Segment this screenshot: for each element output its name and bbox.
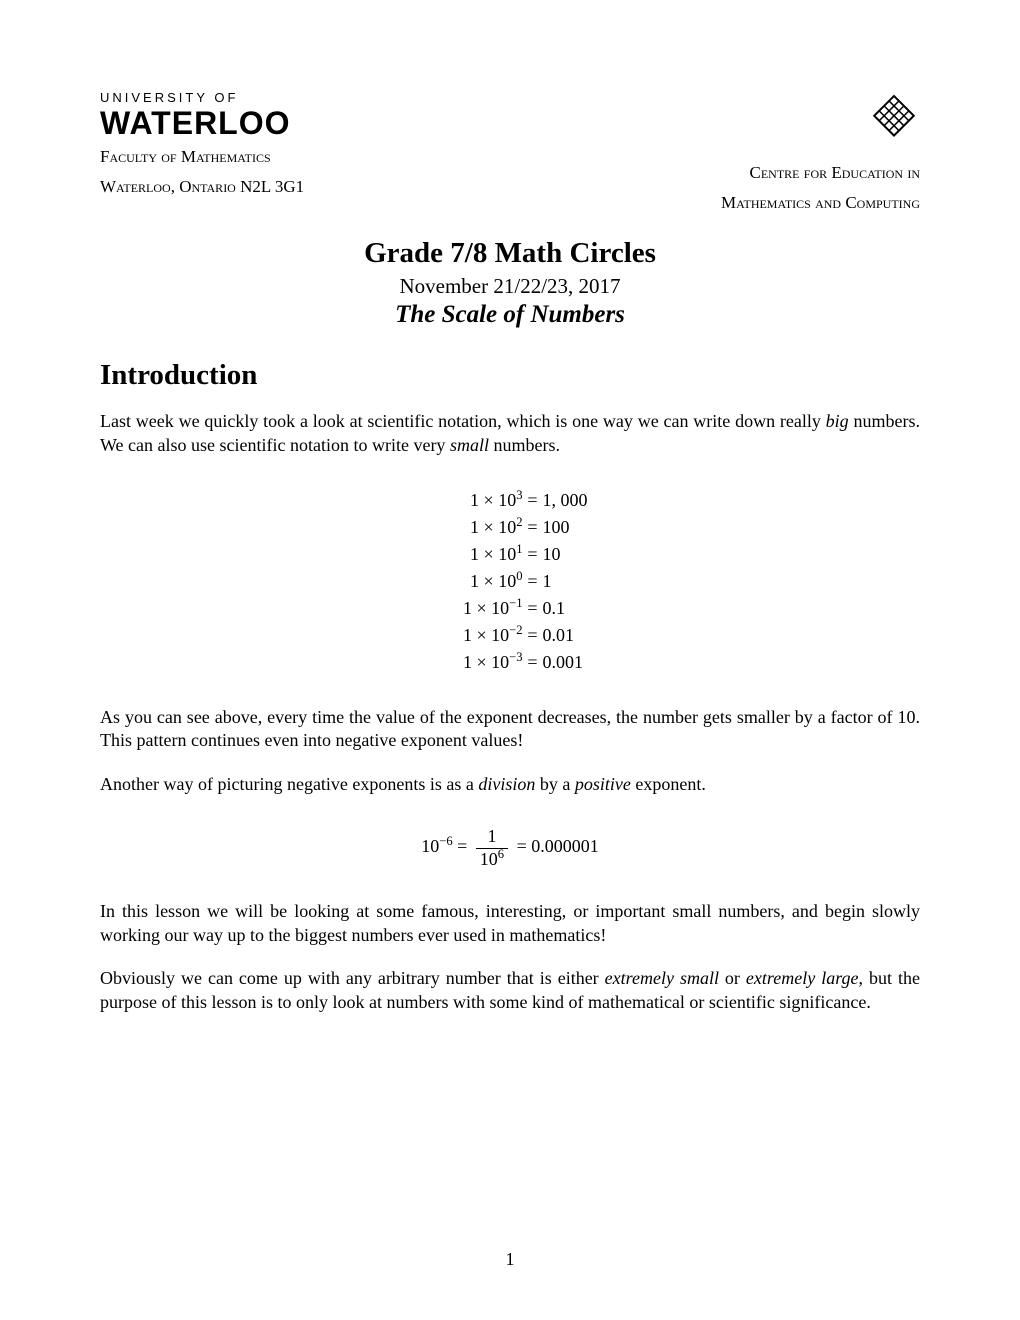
page-number: 1 — [0, 1249, 1020, 1270]
intro-paragraph-3: Another way of picturing negative expone… — [100, 773, 920, 796]
equation-line: 1 × 101=10 — [433, 541, 588, 568]
header-right: Centre for Education in Mathematics and … — [721, 90, 920, 215]
equation-line: 1 × 100=1 — [433, 568, 588, 595]
intro-paragraph-5: Obviously we can come up with any arbitr… — [100, 967, 920, 1014]
lesson-title: The Scale of Numbers — [100, 301, 920, 329]
centre-line-2: Mathematics and Computing — [721, 191, 920, 215]
section-heading-intro: Introduction — [100, 359, 920, 392]
document-header: UNIVERSITY OF WATERLOO Faculty of Mathem… — [100, 90, 920, 215]
intro-paragraph-1: Last week we quickly took a look at scie… — [100, 410, 920, 457]
course-title: Grade 7/8 Math Circles — [100, 235, 920, 273]
logo-subtitle: UNIVERSITY OF — [100, 90, 304, 105]
fraction-equation: 10−6 = 1 106 = 0.000001 — [421, 836, 599, 856]
course-date: November 21/22/23, 2017 — [100, 274, 920, 299]
equation-line: 1 × 102=100 — [433, 514, 588, 541]
intro-paragraph-4: In this lesson we will be looking at som… — [100, 900, 920, 947]
centre-line-1: Centre for Education in — [750, 161, 920, 185]
institute-logo-icon — [868, 90, 920, 147]
logo-title: WATERLOO — [100, 107, 304, 139]
intro-paragraph-2: As you can see above, every time the val… — [100, 706, 920, 753]
title-block: Grade 7/8 Math Circles November 21/22/23… — [100, 235, 920, 330]
fraction: 1 106 — [476, 826, 508, 870]
address-line: Waterloo, Ontario N2L 3G1 — [100, 175, 304, 199]
equation-line: 1 × 103=1, 000 — [433, 487, 588, 514]
equation-list-block: 1 × 103=1, 0001 × 102=1001 × 101=101 × 1… — [100, 487, 920, 676]
equation-line: 1 × 10−1=0.1 — [433, 595, 588, 622]
faculty-line: Faculty of Mathematics — [100, 145, 304, 169]
header-left: UNIVERSITY OF WATERLOO Faculty of Mathem… — [100, 90, 304, 199]
fraction-equation-block: 10−6 = 1 106 = 0.000001 — [100, 826, 920, 870]
university-logo: UNIVERSITY OF WATERLOO — [100, 90, 304, 139]
equation-line: 1 × 10−3=0.001 — [433, 649, 588, 676]
document-page: UNIVERSITY OF WATERLOO Faculty of Mathem… — [0, 0, 1020, 1320]
equation-line: 1 × 10−2=0.01 — [433, 622, 588, 649]
